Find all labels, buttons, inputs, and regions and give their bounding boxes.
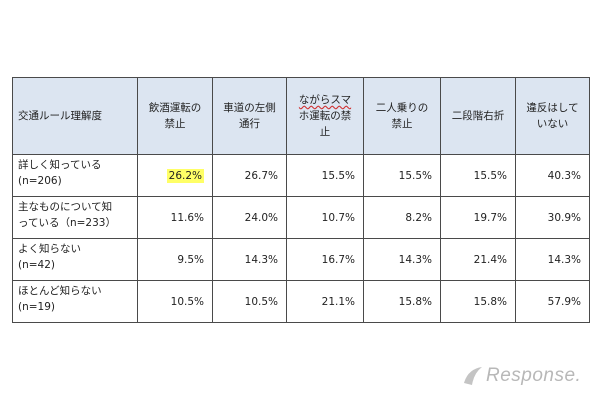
- data-table-container: 交通ルール理解度 飲酒運転の 禁止 車道の左側 通行 ながらスマ ホ運転の禁 止…: [12, 77, 590, 323]
- col-header-two-stage-turn: 二段階右折: [440, 77, 516, 155]
- value-text: 14.3%: [547, 253, 581, 266]
- value-cell: 15.5%: [440, 154, 516, 197]
- value-cell: 11.6%: [137, 196, 213, 239]
- value-text: 16.7%: [321, 253, 355, 266]
- table-row: よく知らない (n=42) 9.5% 14.3% 16.7% 14.3% 21.4% 14.3…: [12, 238, 590, 281]
- table-row: 主なものについて知 っている（n=233） 11.6% 24.0% 10.7% 8.2% 1…: [12, 196, 590, 239]
- value-cell: 40.3%: [515, 154, 590, 197]
- value-cell: 24.0%: [212, 196, 287, 239]
- value-text: 11.6%: [170, 211, 204, 224]
- value-cell: 30.9%: [515, 196, 590, 239]
- row-label-line: 詳しく知っている: [18, 159, 102, 171]
- row-label: よく知らない (n=42): [12, 238, 138, 281]
- logo-swoosh-icon: [464, 367, 482, 385]
- logo-text: Response.: [486, 365, 582, 386]
- col-header-line: 飲酒運転の: [148, 102, 202, 114]
- value-cell: 15.8%: [440, 280, 516, 323]
- value-cell: 57.9%: [515, 280, 590, 323]
- value-text: 14.3%: [398, 253, 432, 266]
- value-cell: 8.2%: [363, 196, 441, 239]
- value-cell: 15.8%: [363, 280, 441, 323]
- value-text: 40.3%: [547, 169, 581, 182]
- row-label-line: っている（n=233）: [18, 217, 116, 229]
- value-cell: 15.5%: [363, 154, 441, 197]
- value-text: 15.5%: [473, 169, 507, 182]
- col-header-line: 二段階右折: [451, 110, 505, 122]
- col-header-line: 違反はして: [526, 102, 579, 114]
- value-text: 21.4%: [473, 253, 507, 266]
- col-header-line: 禁止: [164, 118, 186, 130]
- value-cell: 19.7%: [440, 196, 516, 239]
- col-header-line: 二人乗りの: [375, 102, 429, 114]
- corner-header: 交通ルール理解度: [12, 77, 138, 155]
- value-text: 15.5%: [398, 169, 432, 182]
- value-text: 8.2%: [405, 211, 432, 224]
- value-text: 10.7%: [321, 211, 355, 224]
- row-label: ほとんど知らない (n=19): [12, 280, 138, 323]
- value-cell: 9.5%: [137, 238, 213, 281]
- col-header-drunk-driving: 飲酒運転の 禁止: [137, 77, 213, 155]
- value-text: 15.5%: [321, 169, 355, 182]
- col-header-left-side: 車道の左側 通行: [212, 77, 287, 155]
- row-label-line: 主なものについて知: [18, 201, 113, 213]
- value-text: 15.8%: [473, 295, 507, 308]
- value-text: 57.9%: [547, 295, 581, 308]
- col-header-line: ながらスマ: [298, 94, 352, 106]
- row-label-line: よく知らない: [18, 243, 81, 255]
- value-cell: 16.7%: [286, 238, 364, 281]
- response-logo: Response.: [462, 363, 592, 389]
- col-header-no-violation: 違反はして いない: [515, 77, 590, 155]
- value-cell: 10.5%: [212, 280, 287, 323]
- traffic-rule-table: 交通ルール理解度 飲酒運転の 禁止 車道の左側 通行 ながらスマ ホ運転の禁 止…: [12, 77, 590, 323]
- row-label-line: (n=42): [18, 259, 56, 271]
- value-text: 9.5%: [177, 253, 204, 266]
- value-text: 30.9%: [547, 211, 581, 224]
- value-cell: 14.3%: [515, 238, 590, 281]
- value-text: 10.5%: [244, 295, 278, 308]
- row-label-line: (n=19): [18, 301, 56, 313]
- col-header-line: ホ運転の禁: [298, 110, 352, 122]
- value-cell: 10.5%: [137, 280, 213, 323]
- col-header-line: 通行: [239, 118, 260, 130]
- value-cell: 15.5%: [286, 154, 364, 197]
- header-row: 交通ルール理解度 飲酒運転の 禁止 車道の左側 通行 ながらスマ ホ運転の禁 止…: [12, 77, 590, 155]
- value-cell: 21.4%: [440, 238, 516, 281]
- value-text: 14.3%: [244, 253, 278, 266]
- row-label-line: ほとんど知らない: [18, 285, 102, 297]
- col-header-line: いない: [536, 118, 569, 130]
- value-text: 21.1%: [321, 295, 355, 308]
- value-text: 15.8%: [398, 295, 432, 308]
- col-header-line: 止: [319, 126, 331, 138]
- value-cell: 14.3%: [212, 238, 287, 281]
- table-row: ほとんど知らない (n=19) 10.5% 10.5% 21.1% 15.8% 15.8% 5…: [12, 280, 590, 323]
- row-label: 主なものについて知 っている（n=233）: [12, 196, 138, 239]
- value-text: 24.0%: [244, 211, 278, 224]
- value-text: 19.7%: [473, 211, 507, 224]
- col-header-line: 車道の左側: [223, 102, 276, 114]
- row-label: 詳しく知っている (n=206): [12, 154, 138, 197]
- col-header-line: 禁止: [391, 118, 413, 130]
- value-text: 26.7%: [244, 169, 278, 182]
- value-cell: 26.7%: [212, 154, 287, 197]
- table-body: 詳しく知っている (n=206) 26.2% 26.7% 15.5% 15.5% 15.5%…: [12, 154, 590, 323]
- value-cell: 21.1%: [286, 280, 364, 323]
- value-cell: 10.7%: [286, 196, 364, 239]
- value-cell: 26.2%: [137, 154, 213, 197]
- value-text: 26.2%: [166, 168, 204, 183]
- value-cell: 14.3%: [363, 238, 441, 281]
- value-text: 10.5%: [170, 295, 204, 308]
- row-label-line: (n=206): [18, 175, 62, 187]
- col-header-phone-use: ながらスマ ホ運転の禁 止: [286, 77, 364, 155]
- col-header-double-riding: 二人乗りの 禁止: [363, 77, 441, 155]
- table-row: 詳しく知っている (n=206) 26.2% 26.7% 15.5% 15.5% 15.5%…: [12, 154, 590, 197]
